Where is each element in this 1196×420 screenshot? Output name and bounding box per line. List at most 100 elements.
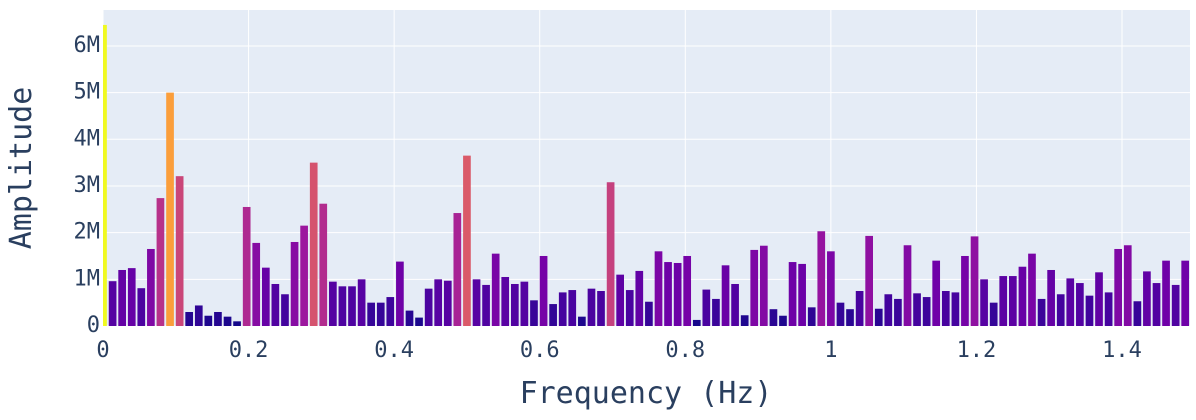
bar: [539, 255, 548, 326]
bar: [798, 263, 806, 326]
bar: [989, 302, 998, 326]
bar: [185, 311, 194, 326]
bar: [530, 300, 538, 326]
bar: [1152, 283, 1161, 326]
bar: [846, 309, 854, 326]
x-tick-label: 0: [96, 338, 109, 363]
y-axis-title: Amplitude: [4, 87, 39, 250]
bar: [961, 255, 969, 326]
bar: [271, 283, 280, 326]
bar: [443, 280, 452, 326]
bar: [894, 298, 902, 326]
labels: 0 1M 2M 3M 4M 5M 6M 0 0.2 0.4 0.6 0.8 1 1.2 1.4: [74, 33, 1142, 363]
bar: [712, 298, 720, 326]
bar: [558, 292, 567, 326]
y-tick-label: 6M: [74, 33, 101, 58]
y-tick-label: 2M: [74, 220, 101, 245]
y-tick-label: 1M: [74, 266, 101, 291]
x-tick-label: 1: [824, 338, 837, 363]
bar: [405, 310, 414, 326]
bars: [103, 24, 1190, 326]
bar: [108, 281, 117, 326]
bar: [472, 279, 481, 326]
bar: [855, 290, 864, 326]
plot-area: [103, 10, 1190, 326]
y-tick-label: 4M: [74, 126, 101, 151]
bar: [1123, 245, 1132, 326]
bar: [654, 251, 663, 326]
bar: [941, 290, 950, 326]
bar: [664, 262, 672, 326]
bar: [223, 316, 232, 326]
bar: [261, 267, 270, 326]
bar: [817, 231, 826, 326]
bar: [549, 304, 557, 326]
bar: [510, 283, 519, 326]
y-tick-label: 3M: [74, 173, 101, 198]
bar: [424, 288, 433, 326]
bar: [759, 245, 768, 326]
bar: [1037, 298, 1046, 326]
bar: [376, 302, 385, 326]
bar: [673, 262, 682, 326]
bar: [1143, 271, 1151, 326]
bar: [242, 206, 251, 326]
bar: [1066, 278, 1075, 326]
bar: [166, 92, 174, 326]
bar: [1028, 253, 1036, 326]
bar: [338, 286, 347, 326]
bar: [127, 268, 136, 326]
bar: [319, 203, 328, 326]
bar: [386, 297, 395, 326]
x-tick-label: 0.4: [374, 338, 414, 363]
bar: [606, 182, 615, 326]
bar: [281, 294, 289, 326]
bar: [520, 281, 529, 326]
bar: [118, 269, 126, 326]
x-tick-label: 0.8: [665, 338, 705, 363]
bar: [721, 265, 730, 326]
bar: [1171, 284, 1180, 326]
bar: [578, 316, 586, 326]
bar: [357, 279, 366, 326]
bar: [625, 290, 634, 326]
bar: [491, 253, 500, 326]
x-axis-title: Frequency (Hz): [520, 376, 773, 411]
bar: [692, 319, 701, 326]
bar: [1104, 292, 1113, 326]
bar: [1085, 295, 1094, 326]
bar: [913, 293, 921, 326]
bar: [309, 162, 318, 326]
y-tick-label: 5M: [74, 80, 101, 105]
bar: [683, 255, 692, 326]
bar: [396, 261, 404, 326]
bar: [175, 176, 184, 326]
bar: [731, 283, 739, 326]
bar: [865, 235, 873, 326]
bar: [788, 262, 797, 326]
x-tick-label: 0.2: [229, 338, 269, 363]
bar: [300, 225, 308, 326]
bar: [103, 24, 107, 326]
bar: [1133, 301, 1142, 326]
bar: [367, 302, 375, 326]
bar: [463, 155, 471, 326]
bar: [807, 307, 816, 326]
bar: [922, 297, 931, 326]
bar: [147, 248, 155, 326]
bar: [415, 317, 423, 326]
bar: [750, 249, 759, 326]
bar: [1181, 260, 1190, 326]
bar: [980, 279, 988, 326]
bar: [597, 290, 605, 326]
bar: [434, 279, 443, 326]
bar: [616, 274, 624, 326]
x-tick-label: 1.2: [957, 338, 997, 363]
bar: [1114, 248, 1123, 326]
bar: [827, 251, 835, 326]
bar: [702, 289, 711, 326]
bar: [348, 286, 356, 326]
bar: [482, 284, 490, 326]
bar: [214, 311, 222, 326]
